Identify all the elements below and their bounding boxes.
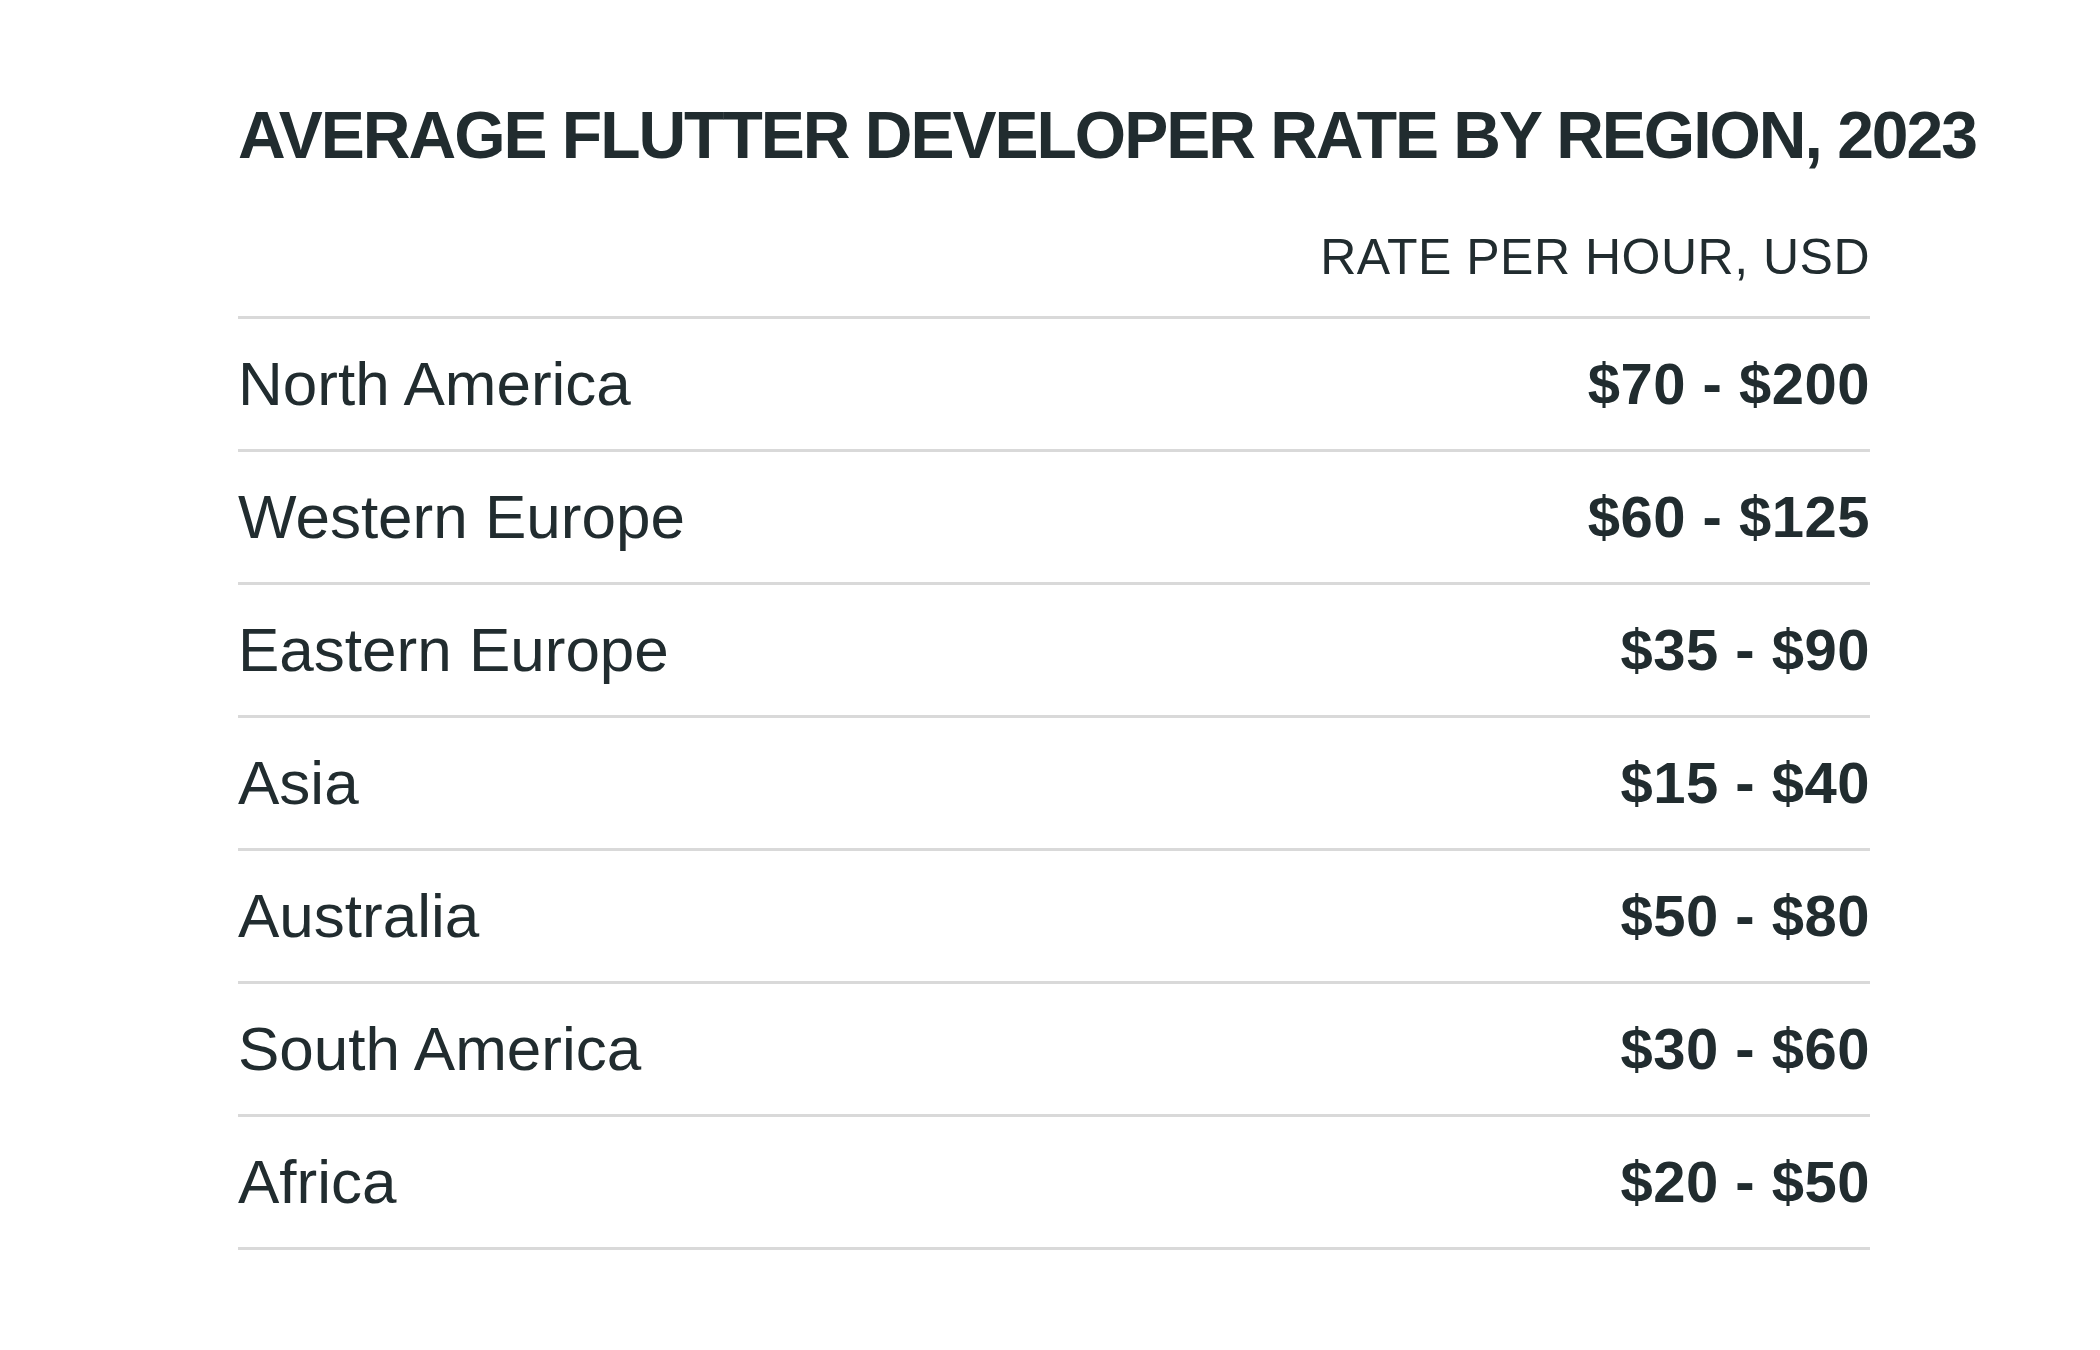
page-title: AVERAGE FLUTTER DEVELOPER RATE BY REGION…	[238, 102, 1870, 168]
rate-value: $60 - $125	[1588, 488, 1870, 546]
rate-value: $50 - $80	[1620, 887, 1870, 945]
rate-value: $70 - $200	[1588, 355, 1870, 413]
region-label: Australia	[238, 885, 479, 947]
column-header-rate-per-hour: RATE PER HOUR, USD	[238, 232, 1870, 319]
rate-value: $35 - $90	[1620, 621, 1870, 679]
rate-table-card: AVERAGE FLUTTER DEVELOPER RATE BY REGION…	[238, 0, 1870, 1250]
table-row: Australia $50 - $80	[238, 851, 1870, 984]
table-row: Asia $15 - $40	[238, 718, 1870, 851]
rate-value: $30 - $60	[1620, 1020, 1870, 1078]
region-label: North America	[238, 353, 631, 415]
table-row: Western Europe $60 - $125	[238, 452, 1870, 585]
region-label: South America	[238, 1018, 641, 1080]
table-row: Eastern Europe $35 - $90	[238, 585, 1870, 718]
region-label: Western Europe	[238, 486, 685, 548]
table-row: South America $30 - $60	[238, 984, 1870, 1117]
rate-value: $20 - $50	[1620, 1153, 1870, 1211]
rate-table: North America $70 - $200 Western Europe …	[238, 319, 1870, 1250]
rate-value: $15 - $40	[1620, 754, 1870, 812]
table-row: North America $70 - $200	[238, 319, 1870, 452]
table-row: Africa $20 - $50	[238, 1117, 1870, 1250]
region-label: Asia	[238, 752, 359, 814]
region-label: Africa	[238, 1151, 396, 1213]
region-label: Eastern Europe	[238, 619, 669, 681]
